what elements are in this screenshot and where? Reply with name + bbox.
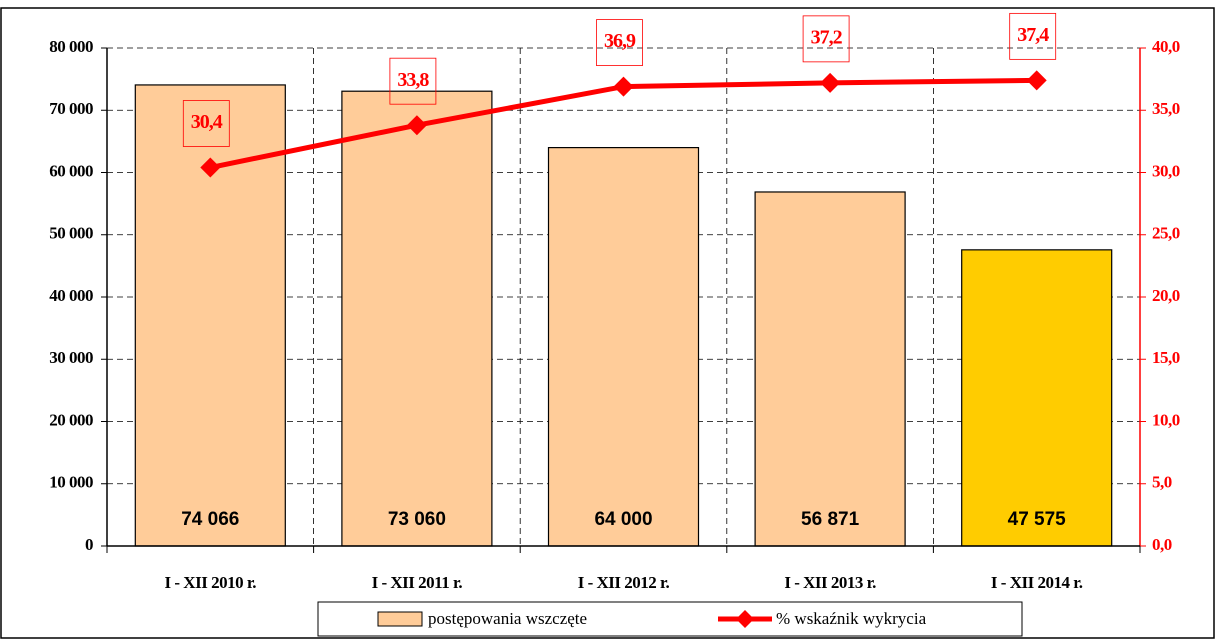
- y2-tick-label: 40,0: [1152, 37, 1180, 56]
- line-marker: [613, 76, 634, 97]
- line-value-label: 37,4: [1017, 24, 1049, 46]
- y2-tick-label: 5,0: [1152, 473, 1172, 492]
- bar: [754, 191, 906, 547]
- y-tick-label: 50 000: [49, 224, 93, 243]
- bar-value-label: 64 000: [594, 509, 652, 530]
- line-marker: [1026, 70, 1047, 91]
- y-tick-label: 30 000: [49, 348, 93, 367]
- x-tick-label: I - XII 2011 r.: [372, 573, 463, 592]
- x-tick-label: I - XII 2014 r.: [991, 573, 1083, 592]
- line-label-box: [596, 19, 643, 66]
- legend-label: postępowania wszczęte: [428, 609, 587, 628]
- y-tick-label: 10 000: [49, 473, 93, 492]
- y-tick-label: 70 000: [49, 99, 93, 118]
- y2-tick-label: 15,0: [1152, 348, 1180, 367]
- legend-label: % wskaźnik wykrycia: [776, 609, 927, 628]
- legend-frame: [317, 601, 1023, 637]
- legend-marker: [736, 610, 754, 628]
- line-value-label: 37,2: [811, 26, 843, 48]
- line-label-box: [389, 57, 437, 105]
- y-tick-label: 20 000: [49, 410, 93, 429]
- x-tick-label: I - XII 2012 r.: [578, 573, 670, 592]
- line-value-label: 33,8: [397, 69, 429, 91]
- bar: [341, 90, 493, 547]
- bar-value-label: 74 066: [181, 509, 239, 530]
- x-tick-label: I - XII 2010 r.: [165, 573, 257, 592]
- bar-value-label: 73 060: [388, 509, 446, 530]
- line-marker: [200, 157, 221, 178]
- y2-tick-label: 35,0: [1152, 99, 1180, 118]
- line-label-box: [182, 100, 230, 147]
- y-tick-label: 40 000: [49, 286, 93, 305]
- y2-tick-label: 20,0: [1152, 286, 1180, 305]
- line-label-box: [802, 15, 850, 63]
- y2-tick-label: 25,0: [1152, 224, 1180, 243]
- y-tick-label: 60 000: [49, 161, 93, 180]
- y2-tick-label: 10,0: [1152, 410, 1180, 429]
- bar: [961, 249, 1113, 547]
- line-value-label: 30,4: [191, 111, 223, 133]
- y-tick-label: 0: [85, 535, 93, 554]
- line-value-label: 36,9: [604, 30, 636, 52]
- line-label-box: [1009, 12, 1057, 60]
- bar: [547, 147, 700, 547]
- y2-tick-label: 30,0: [1152, 161, 1180, 180]
- y-tick-label: 80 000: [49, 37, 93, 56]
- bar-value-label: 56 871: [801, 509, 860, 530]
- x-tick-label: I - XII 2013 r.: [784, 573, 876, 592]
- bar: [134, 84, 286, 547]
- legend-swatch: [377, 611, 423, 627]
- line-marker: [820, 72, 841, 93]
- y2-tick-label: 0,0: [1152, 535, 1172, 554]
- line-marker: [406, 115, 427, 136]
- bar-value-label: 47 575: [1008, 509, 1067, 530]
